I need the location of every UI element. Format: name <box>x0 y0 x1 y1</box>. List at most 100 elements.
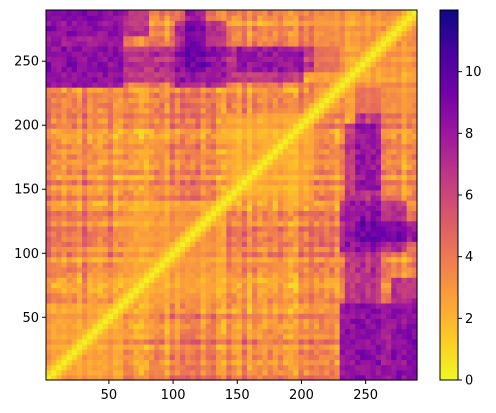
heatmap-cell <box>174 225 181 232</box>
heatmap-cell <box>277 20 284 27</box>
heatmap-cell <box>112 323 119 330</box>
heatmap-cell <box>313 354 320 361</box>
heatmap-cell <box>76 354 83 361</box>
heatmap-cell <box>128 308 135 314</box>
heatmap-cell <box>190 210 197 217</box>
heatmap-cell <box>169 308 176 314</box>
heatmap-cell <box>262 169 269 176</box>
heatmap-cell <box>216 112 222 119</box>
heatmap-cell <box>87 297 93 304</box>
heatmap-cell <box>133 51 140 57</box>
heatmap-cell <box>87 159 93 165</box>
heatmap-cell <box>350 200 356 206</box>
heatmap-cell <box>97 40 104 47</box>
heatmap-cell <box>56 20 63 27</box>
heatmap-cell <box>71 328 78 335</box>
heatmap-cell <box>123 323 130 330</box>
heatmap-cell <box>252 179 258 186</box>
heatmap-cell <box>283 112 289 119</box>
heatmap-cell <box>252 81 258 88</box>
heatmap-cell <box>138 92 145 98</box>
heatmap-cell <box>123 61 130 68</box>
heatmap-cell <box>355 133 361 140</box>
heatmap-cell <box>164 251 171 258</box>
heatmap-cell <box>236 102 243 109</box>
heatmap-cell <box>344 117 351 124</box>
heatmap-cell <box>56 189 63 196</box>
heatmap-cell <box>293 25 300 32</box>
heatmap-cell <box>87 236 93 242</box>
heatmap-cell <box>82 112 88 119</box>
heatmap-cell <box>226 20 233 27</box>
heatmap-cell <box>107 133 114 140</box>
heatmap-cell <box>123 200 130 206</box>
heatmap-cell <box>313 179 320 186</box>
heatmap-cell <box>190 112 197 119</box>
heatmap-cell <box>112 374 119 381</box>
heatmap-cell <box>246 200 253 206</box>
heatmap-cell <box>298 102 305 109</box>
heatmap-cell <box>355 153 361 160</box>
heatmap-cell <box>288 364 294 371</box>
heatmap-cell <box>386 138 392 145</box>
heatmap-cell <box>293 92 300 98</box>
heatmap-cell <box>221 153 227 160</box>
heatmap-cell <box>380 45 387 52</box>
heatmap-cell <box>61 148 68 155</box>
heatmap-cell <box>169 184 176 191</box>
heatmap-cell <box>56 318 63 325</box>
heatmap-cell <box>236 61 243 68</box>
heatmap-cell <box>231 71 238 78</box>
heatmap-cell <box>97 66 104 73</box>
heatmap-cell <box>185 323 191 330</box>
heatmap-cell <box>210 61 217 68</box>
heatmap-cell <box>66 220 73 227</box>
heatmap-cell <box>231 128 238 134</box>
heatmap-cell <box>355 61 361 68</box>
heatmap-cell <box>51 107 57 114</box>
heatmap-cell <box>308 251 315 258</box>
heatmap-cell <box>288 354 294 361</box>
heatmap-cell <box>386 205 392 212</box>
heatmap-cell <box>123 246 130 253</box>
heatmap-cell <box>298 66 305 73</box>
heatmap-cell <box>118 189 124 196</box>
heatmap-cell <box>391 51 397 57</box>
heatmap-cell <box>128 92 135 98</box>
heatmap-cell <box>396 81 403 88</box>
heatmap-cell <box>46 195 52 201</box>
heatmap-cell <box>355 66 361 73</box>
heatmap-cell <box>252 148 258 155</box>
heatmap-cell <box>51 230 57 237</box>
heatmap-cell <box>236 66 243 73</box>
heatmap-cell <box>257 128 264 134</box>
heatmap-cell <box>236 200 243 206</box>
heatmap-cell <box>257 164 264 170</box>
heatmap-cell <box>241 51 248 57</box>
heatmap-cell <box>82 302 88 309</box>
heatmap-cell <box>87 81 93 88</box>
heatmap-cell <box>154 354 160 361</box>
heatmap-cell <box>118 256 124 263</box>
heatmap-cell <box>56 195 63 201</box>
heatmap-cell <box>339 189 346 196</box>
heatmap-cell <box>128 143 135 150</box>
heatmap-cell <box>82 123 88 129</box>
heatmap-cell <box>46 30 52 37</box>
heatmap-cell <box>97 292 104 299</box>
heatmap-cell <box>51 349 57 355</box>
heatmap-cell <box>107 117 114 124</box>
heatmap-cell <box>241 20 248 27</box>
heatmap-cell <box>87 15 93 21</box>
heatmap-cell <box>190 148 197 155</box>
heatmap-cell <box>179 66 186 73</box>
heatmap-cell <box>71 200 78 206</box>
heatmap-cell <box>71 164 78 170</box>
heatmap-cell <box>82 261 88 268</box>
heatmap-cell <box>154 369 160 376</box>
heatmap-cell <box>386 169 392 176</box>
heatmap-cell <box>277 359 284 366</box>
heatmap-cell <box>303 159 310 165</box>
heatmap-cell <box>313 200 320 206</box>
heatmap-cell <box>97 328 104 335</box>
